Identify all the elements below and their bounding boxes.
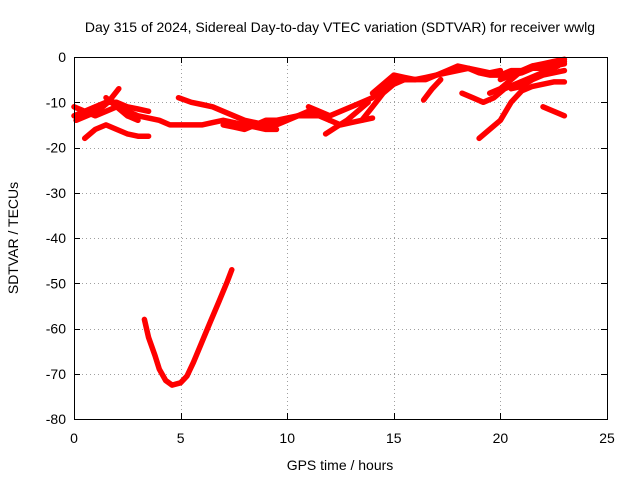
series-line [476,79,568,142]
x-tick-label: 20 [493,430,509,446]
series-line [103,94,141,124]
series-line [73,85,122,124]
series-line [497,61,568,83]
series-line [81,122,152,142]
series-line [322,99,371,137]
x-tick-label: 0 [70,430,78,446]
series-line [141,266,235,388]
y-tick-label: -50 [46,275,66,291]
y-tick-labels: 0 -10 -20 -30 -40 -50 -60 -70 -80 [46,49,66,427]
y-tick-label: -60 [46,321,66,337]
y-tick-label: -30 [46,185,66,201]
ticks [74,57,608,420]
series-line [508,67,568,92]
y-axis-label: SDTVAR / TECUs [5,182,21,294]
x-axis-label: GPS time / hours [287,457,394,473]
y-tick-label: -40 [46,230,66,246]
series-group [71,56,568,388]
series-line [540,104,568,119]
chart-title: Day 315 of 2024, Sidereal Day-to-day VTE… [85,19,595,35]
y-tick-label: 0 [58,49,66,65]
series-line [420,76,444,103]
y-tick-label: -10 [46,94,66,110]
y-tick-label: -80 [46,411,66,427]
y-tick-label: -20 [46,140,66,156]
y-tick-label: -70 [46,366,66,382]
series-line [71,104,280,133]
x-tick-label: 15 [386,430,402,446]
x-tick-labels: 0 5 10 15 20 25 [70,430,615,446]
x-tick-label: 10 [279,430,295,446]
series-line [273,108,376,128]
series-line [305,76,418,119]
x-tick-label: 25 [599,430,615,446]
series-line [220,113,333,133]
x-tick-label: 5 [177,430,185,446]
